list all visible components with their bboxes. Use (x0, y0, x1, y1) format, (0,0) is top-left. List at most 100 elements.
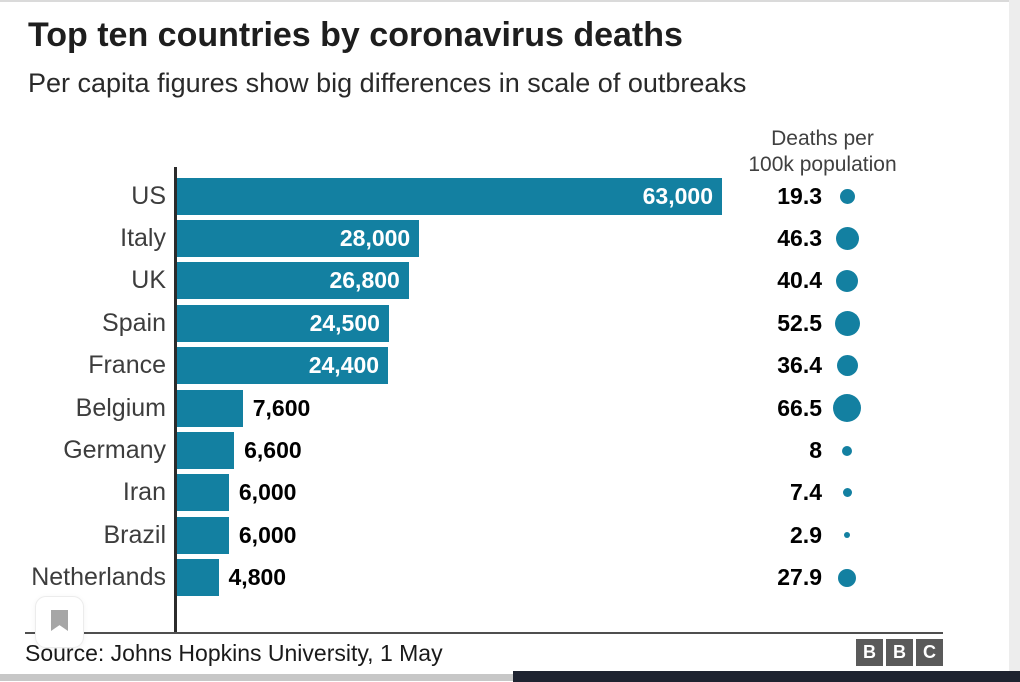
percapita-dot-slot (822, 568, 872, 587)
bbc-logo-letter: B (856, 639, 883, 666)
percapita-dot (834, 310, 860, 336)
bookmark-button[interactable] (35, 596, 84, 648)
y-axis-line (174, 167, 177, 632)
chart-row: Germany 6,600 8 (0, 429, 1009, 471)
bar-value-label: 4,800 (228, 564, 287, 591)
bar: 24,400 (177, 347, 389, 385)
category-label: Italy (120, 224, 166, 253)
percapita-cell: 19.3 (722, 175, 872, 217)
bbc-logo-letter: C (916, 639, 943, 666)
bar-track: 24,500 (177, 304, 722, 342)
percapita-dot (836, 269, 858, 292)
secondary-axis-header: Deaths per 100k population (730, 126, 915, 179)
percapita-cell: 8 (722, 429, 872, 471)
bar-value-label: 63,000 (642, 182, 713, 209)
chart-row: US 63,000 19.3 (0, 175, 1009, 217)
bar: 24,500 (177, 304, 389, 342)
percapita-dot (835, 227, 859, 251)
percapita-dot (836, 355, 858, 377)
percapita-cell: 2.9 (722, 514, 872, 556)
chart-title: Top ten countries by coronavirus deaths (28, 16, 683, 54)
bar-value-label: 6,000 (238, 479, 297, 506)
percapita-value: 8 (809, 437, 822, 464)
percapita-dot-slot (822, 445, 872, 456)
bar-track: 6,000 (177, 474, 722, 512)
category-label: US (131, 181, 166, 210)
secondary-axis-header-line2: 100k population (748, 153, 897, 177)
bar-track: 26,800 (177, 262, 722, 300)
percapita-value: 46.3 (777, 225, 822, 252)
percapita-value: 52.5 (777, 309, 822, 336)
percapita-cell: 27.9 (722, 557, 872, 599)
percapita-dot-slot (822, 532, 872, 539)
percapita-value: 19.3 (777, 182, 822, 209)
chart-row: Spain 24,500 52.5 (0, 302, 1009, 344)
category-label: Germany (63, 436, 166, 465)
bar (177, 516, 229, 554)
chart-rows: US 63,000 19.3 Italy 28,000 46.3 UK 26,800 40.4 S… (0, 175, 1009, 599)
category-label: France (88, 351, 166, 380)
bar-value-label: 6,600 (244, 437, 302, 464)
bar-track: 7,600 (177, 389, 722, 427)
bar-value-label: 24,500 (309, 309, 380, 336)
bar-track: 6,600 (177, 432, 722, 470)
bar-track: 6,000 (177, 516, 722, 554)
percapita-dot-slot (822, 488, 872, 498)
bar-value-label: 24,400 (308, 352, 380, 379)
bar-value-label: 6,000 (238, 521, 297, 548)
bar-value-label: 26,800 (329, 267, 400, 294)
percapita-value: 40.4 (777, 267, 822, 294)
progress-bar-track[interactable] (0, 674, 513, 681)
percapita-dot-slot (822, 227, 872, 251)
percapita-value: 36.4 (777, 352, 822, 379)
percapita-dot-slot (822, 269, 872, 292)
bar-track: 63,000 (177, 177, 722, 215)
percapita-value: 7.4 (790, 479, 822, 506)
bar-track: 4,800 (177, 559, 722, 597)
percapita-dot (844, 532, 850, 539)
chart-row: France 24,400 36.4 (0, 345, 1009, 387)
bar-track: 24,400 (177, 347, 722, 385)
chart-row: Brazil 6,000 2.9 (0, 514, 1009, 556)
category-label: Iran (122, 478, 166, 507)
category-label: Belgium (75, 393, 166, 422)
percapita-dot (839, 188, 855, 204)
percapita-cell: 7.4 (722, 472, 872, 514)
progress-bar-fill[interactable] (513, 671, 1020, 682)
bar (177, 474, 229, 512)
percapita-dot (842, 445, 852, 456)
percapita-cell: 36.4 (722, 345, 872, 387)
right-edge-strip (1009, 0, 1020, 682)
bar: 26,800 (177, 262, 409, 300)
bar-value-label: 28,000 (339, 225, 411, 252)
percapita-dot-slot (822, 188, 872, 204)
chart-row: Italy 28,000 46.3 (0, 217, 1009, 259)
percapita-value: 66.5 (777, 394, 822, 421)
percapita-dot-slot (822, 355, 872, 377)
category-label: UK (131, 266, 166, 295)
percapita-cell: 46.3 (722, 217, 872, 259)
bar: 63,000 (177, 177, 722, 215)
category-label: Netherlands (31, 563, 166, 592)
chart-row: Netherlands 4,800 27.9 (0, 557, 1009, 599)
top-edge-strip (0, 0, 1020, 2)
percapita-value: 27.9 (777, 564, 822, 591)
bookmark-icon (51, 610, 68, 631)
secondary-axis-header-line1: Deaths per (771, 127, 874, 150)
bar: 28,000 (177, 220, 420, 258)
source-text: Source: Johns Hopkins University, 1 May (25, 640, 443, 666)
bar (177, 559, 219, 597)
percapita-dot (833, 394, 861, 423)
percapita-dot (842, 488, 852, 498)
percapita-dot (838, 568, 856, 587)
bar-track: 28,000 (177, 220, 722, 258)
percapita-cell: 66.5 (722, 387, 872, 429)
category-label: Spain (102, 308, 166, 337)
chart-row: Belgium 7,600 66.5 (0, 387, 1009, 429)
bar (177, 432, 235, 470)
percapita-cell: 52.5 (722, 302, 872, 344)
percapita-dot-slot (822, 394, 872, 423)
footer-divider (25, 632, 943, 634)
